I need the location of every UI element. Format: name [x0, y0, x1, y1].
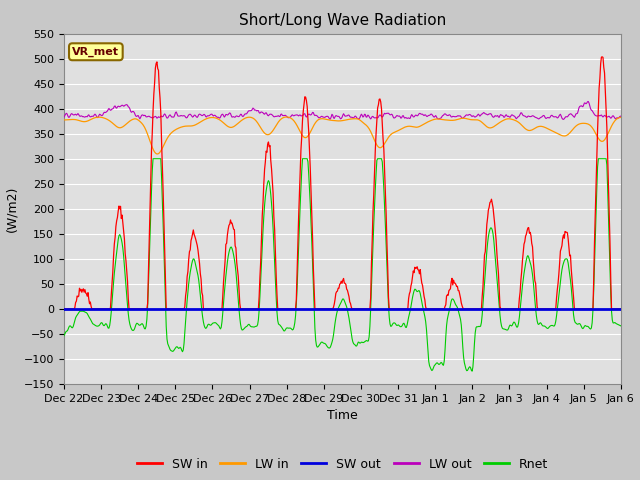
Title: Short/Long Wave Radiation: Short/Long Wave Radiation [239, 13, 446, 28]
Text: VR_met: VR_met [72, 47, 119, 57]
Y-axis label: (W/m2): (W/m2) [5, 186, 19, 232]
X-axis label: Time: Time [327, 409, 358, 422]
Legend: SW in, LW in, SW out, LW out, Rnet: SW in, LW in, SW out, LW out, Rnet [132, 453, 553, 476]
